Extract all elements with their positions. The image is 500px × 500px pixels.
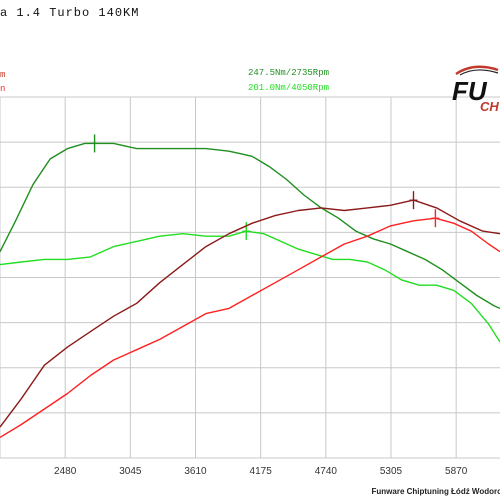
x-tick-label: 3045 bbox=[119, 466, 142, 477]
logo-text-secondary: CH bbox=[480, 99, 499, 114]
x-axis-ticks: 2480 3045 3610 4175 4740 5305 5870 bbox=[54, 466, 468, 477]
x-tick-label: 2480 bbox=[54, 466, 77, 477]
series-torque-stock-line bbox=[0, 230, 500, 343]
footer-credit: Funware Chiptuning Łódź Wodoro bbox=[371, 487, 500, 496]
logo-swoosh-icon bbox=[455, 65, 499, 76]
series-power-stock-line bbox=[0, 217, 500, 438]
x-tick-label: 4175 bbox=[250, 466, 273, 477]
legend-power-peak: m bbox=[0, 70, 6, 80]
x-tick-label: 3610 bbox=[184, 466, 207, 477]
x-tick-label: 5305 bbox=[380, 466, 403, 477]
logo-text-primary: FU bbox=[452, 76, 487, 106]
funware-logo: FU CH bbox=[452, 58, 500, 114]
chart-title: a 1.4 Turbo 140KM bbox=[0, 6, 140, 20]
chart-series bbox=[0, 134, 500, 438]
x-tick-label: 4740 bbox=[315, 466, 338, 477]
x-tick-label: 5870 bbox=[445, 466, 468, 477]
series-torque-tuned-line bbox=[0, 142, 500, 310]
series-power-tuned-line bbox=[0, 199, 500, 428]
legend-power-stock-peak: n bbox=[0, 84, 6, 94]
legend-torque-peak: 247.5Nm/2735Rpm bbox=[248, 68, 330, 78]
legend-torque-stock-peak: 201.0Nm/4050Rpm bbox=[248, 83, 330, 93]
chart-grid bbox=[0, 96, 500, 459]
